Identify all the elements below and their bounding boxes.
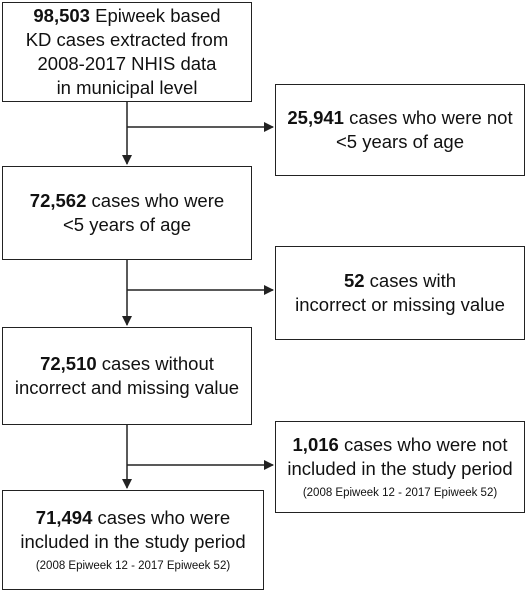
- box-text: cases without: [96, 353, 214, 374]
- box-line: 71,494 cases who were: [36, 506, 230, 530]
- case-count: 71,494: [35, 507, 93, 528]
- case-count: 72,562: [29, 190, 87, 211]
- box-text: Epiweek based: [89, 5, 221, 26]
- box-line: 98,503 Epiweek based: [33, 4, 220, 28]
- box-line: <5 years of age: [335, 131, 465, 152]
- box-line: KD cases extracted from: [25, 29, 229, 50]
- box-line: 72,510 cases without: [40, 352, 214, 376]
- case-count: 52: [343, 270, 365, 291]
- box-text: cases who were not: [343, 107, 513, 128]
- main-box-study-period: 71,494 cases who were included in the st…: [2, 490, 264, 590]
- case-count: 25,941: [287, 107, 344, 128]
- box-note: (2008 Epiweek 12 - 2017 Epiweek 52): [35, 560, 231, 572]
- box-note: (2008 Epiweek 12 - 2017 Epiweek 52): [302, 487, 498, 499]
- box-line: included in the study period: [287, 458, 513, 479]
- box-line: <5 years of age: [62, 214, 192, 235]
- box-line: in municipal level: [56, 77, 198, 98]
- case-count: 98,503: [33, 5, 90, 26]
- box-text: cases who were not: [338, 434, 508, 455]
- case-count: 1,016: [292, 434, 339, 455]
- main-box-valid: 72,510 cases without incorrect and missi…: [2, 327, 252, 425]
- box-line: incorrect or missing value: [295, 294, 505, 315]
- box-line: 72,562 cases who were: [30, 189, 224, 213]
- box-line: 25,941 cases who were not: [287, 106, 512, 130]
- case-count: 72,510: [40, 353, 97, 374]
- box-line: 2008-2017 NHIS data: [37, 53, 217, 74]
- box-text: cases who were: [92, 507, 231, 528]
- side-box-missing-value: 52 cases with incorrect or missing value: [275, 246, 525, 340]
- box-line: included in the study period: [20, 531, 246, 552]
- box-text: cases with: [364, 270, 457, 291]
- box-line: incorrect and missing value: [14, 377, 240, 398]
- box-text: cases who were: [86, 190, 225, 211]
- side-box-not-under-5: 25,941 cases who were not <5 years of ag…: [275, 84, 525, 176]
- main-box-under-5: 72,562 cases who were <5 years of age: [2, 166, 252, 260]
- box-line: 1,016 cases who were not: [293, 433, 508, 457]
- box-line: 52 cases with: [344, 269, 456, 293]
- main-box-extracted: 98,503 Epiweek based KD cases extracted …: [2, 2, 252, 102]
- side-box-outside-period: 1,016 cases who were not included in the…: [275, 421, 525, 513]
